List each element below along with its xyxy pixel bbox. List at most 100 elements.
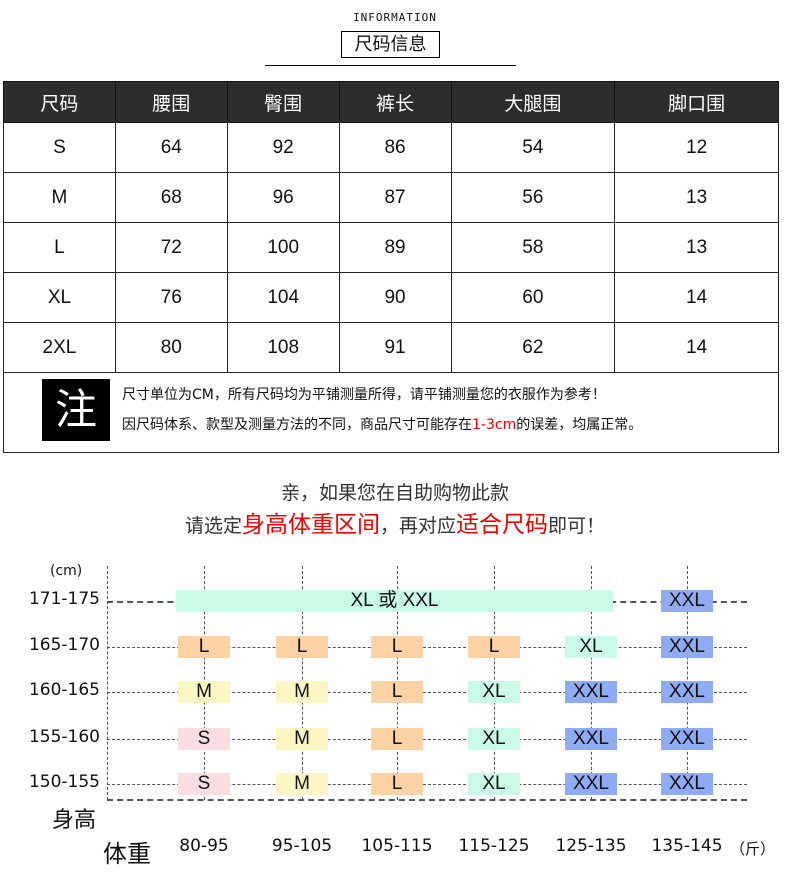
size-cell: XL [468,728,520,750]
size-cell: XXL [661,728,713,750]
y-axis-line [107,566,108,800]
height-label: 165-170 [28,635,100,655]
note-badge: 注 [42,379,110,441]
weight-label: 95-105 [271,836,333,856]
table-row: L 72 100 89 58 13 [3,222,779,273]
table-row: XL 76 104 90 60 14 [3,272,779,323]
size-cell: M [276,728,328,750]
table-cell: 87 [338,172,452,223]
col-header: 裤长 [338,81,452,123]
page-title: 尺码信息 [341,31,440,58]
table-cell: 76 [114,272,228,323]
col-header: 臀围 [226,81,340,123]
intro-line-1: 亲，如果您在自助购物此款 [280,482,509,504]
table-cell: 12 [614,122,779,173]
table-cell: S [3,122,116,173]
table-cell: 2XL [3,322,116,373]
intro-line-2: 请选定身高体重区间，再对应适合尺码即可！ [0,505,790,539]
weight-label: 105-115 [361,836,433,856]
col-header: 脚口围 [614,81,779,123]
height-label: 150-155 [28,772,100,792]
size-table: 尺码 腰围 臀围 裤长 大腿围 脚口围 S 64 92 86 54 12 M 68 96 87 56… [3,81,779,373]
divider [265,65,516,66]
table-cell: 104 [226,272,340,323]
note-text: 因尺码体系、款型及测量方法的不同，商品尺寸可能存在 [122,417,472,433]
size-cell: XL [565,636,617,658]
size-cell: M [276,773,328,795]
table-cell: 100 [226,222,340,273]
x-axis-line [107,799,747,801]
size-cell: S [178,773,230,795]
size-cell: L [178,636,230,658]
size-cell: XXL [661,773,713,795]
size-cell: XXL [565,681,617,703]
weight-label: 80-95 [179,836,229,856]
table-cell: 91 [338,322,452,373]
intro-highlight: 适合尺码 [456,512,548,538]
note-tolerance: 1-3cm [472,417,517,433]
table-cell: 92 [226,122,340,173]
size-cell: L [371,773,423,795]
note-text: 的误差，均属正常。 [516,417,643,433]
intro-text: 即可！ [548,515,606,537]
grid-h [107,692,747,693]
size-cell: L [276,636,328,658]
table-cell: 86 [338,122,452,173]
grid-h [107,647,747,648]
size-cell: S [178,728,230,750]
info-subtitle: INFORMATION [353,11,437,24]
table-cell: 89 [338,222,452,273]
size-cell: L [371,636,423,658]
table-cell: M [3,172,116,223]
table-cell: 64 [114,122,228,173]
intro-text: 请选定 [184,515,242,537]
size-cell: XXL [661,636,713,658]
note-box: 注 尺寸单位为CM，所有尺码均为平铺测量所得，请平铺测量您的衣服作为参考！ 因尺… [3,356,779,453]
intro-highlight: 身高体重区间 [241,512,380,538]
height-label: 160-165 [28,680,100,700]
table-row: S 64 92 86 54 12 [3,122,779,173]
col-header: 大腿围 [450,81,616,123]
weight-label: 135-145 [651,836,723,856]
size-cell: L [371,681,423,703]
size-cell: M [276,681,328,703]
table-cell: 80 [114,322,228,373]
height-label: 155-160 [28,727,100,747]
size-cell: XL [468,681,520,703]
height-axis-label: 身高 [52,808,97,833]
note-line-1: 尺寸单位为CM，所有尺码均为平铺测量所得，请平铺测量您的衣服作为参考！ [122,387,606,403]
table-cell: 72 [114,222,228,273]
table-cell: 56 [450,172,616,223]
col-header: 腰围 [114,81,228,123]
size-cell: XXL [661,590,713,612]
table-cell: 60 [450,272,616,323]
table-cell: 54 [450,122,616,173]
size-cell: XL [468,773,520,795]
size-cell: XXL [565,728,617,750]
weight-unit: （斤） [730,840,776,858]
height-label: 171-175 [28,589,100,609]
size-cell: L [371,728,423,750]
size-cell: L [468,636,520,658]
intro-text: ，再对应 [379,515,456,537]
table-row: 2XL 80 108 91 62 14 [3,322,779,373]
col-header: 尺码 [3,81,116,123]
size-cell-span: XL 或 XXL [176,590,613,612]
table-row: M 68 96 87 56 13 [3,172,779,223]
size-cell: XXL [565,773,617,795]
table-cell: 58 [450,222,616,273]
table-cell: 68 [114,172,228,223]
table-cell: XL [3,272,116,323]
table-cell: 96 [226,172,340,223]
height-unit: (cm) [50,563,83,579]
table-cell: 13 [614,172,779,223]
table-cell: L [3,222,116,273]
grid-h [107,784,747,785]
weight-label: 125-135 [555,836,627,856]
note-line-2: 因尺码体系、款型及测量方法的不同，商品尺寸可能存在1-3cm的误差，均属正常。 [122,414,642,434]
grid-h [107,739,747,740]
size-cell: XXL [661,681,713,703]
table-cell: 13 [614,222,779,273]
size-cell: M [178,681,230,703]
weight-axis-label: 体重 [103,840,151,868]
